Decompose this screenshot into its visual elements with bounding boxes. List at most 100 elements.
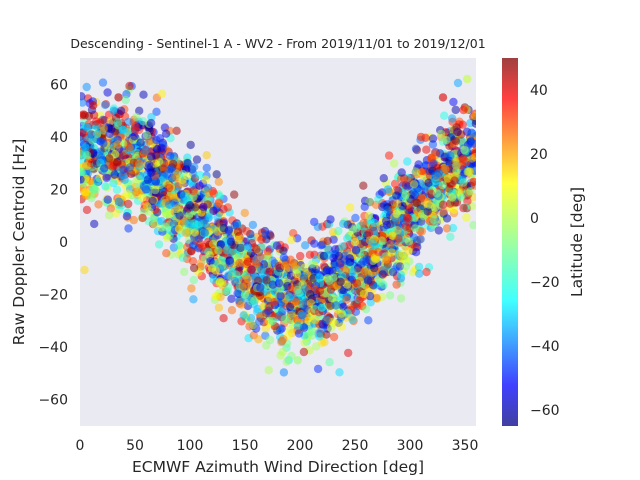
scatter-point	[268, 316, 277, 326]
scatter-point	[279, 253, 289, 262]
scatter-point	[360, 266, 369, 276]
scatter-point	[471, 111, 476, 121]
scatter-point	[255, 317, 264, 326]
scatter-point	[148, 196, 157, 206]
scatter-point	[223, 246, 232, 255]
scatter-point	[436, 129, 446, 139]
scatter-point	[287, 310, 296, 320]
scatter-point	[446, 232, 455, 241]
scatter-point	[274, 279, 284, 288]
scatter-point	[281, 261, 290, 270]
scatter-point	[422, 145, 431, 154]
x-tick-label: 350	[452, 438, 479, 454]
scatter-point	[125, 163, 135, 172]
scatter-point	[429, 215, 438, 225]
scatter-point	[202, 151, 211, 160]
scatter-point	[364, 316, 373, 325]
scatter-point	[432, 189, 442, 198]
scatter-point	[351, 245, 361, 255]
scatter-point	[374, 248, 383, 257]
scatter-point	[164, 200, 174, 209]
scatter-point	[297, 310, 307, 320]
scatter-point	[316, 241, 326, 250]
x-tick-label: 300	[397, 438, 424, 454]
scatter-point	[98, 78, 108, 87]
scatter-point	[240, 208, 249, 218]
scatter-point	[403, 213, 412, 222]
x-axis: 0 50 100 150 200 250 300 350	[76, 438, 479, 454]
scatter-point	[370, 218, 379, 228]
scatter-point	[389, 159, 399, 168]
scatter-point	[242, 227, 251, 236]
scatter-point	[285, 302, 295, 311]
scatter-point	[377, 236, 386, 245]
y-tick-label: −40	[38, 340, 68, 356]
scatter-point	[261, 230, 270, 239]
scatter-point	[334, 251, 344, 261]
scatter-point	[139, 90, 148, 99]
colorbar-tick-label: −60	[530, 403, 560, 419]
scatter-point	[80, 111, 89, 120]
scatter-point	[289, 229, 298, 238]
scatter-point	[152, 107, 161, 117]
scatter-point	[199, 202, 208, 212]
scatter-point	[223, 286, 232, 296]
scatter-point	[335, 368, 344, 377]
scatter-point	[206, 257, 215, 266]
colorbar-tick-label: 40	[530, 83, 548, 99]
scatter-point	[189, 295, 198, 304]
scatter-point	[442, 136, 451, 145]
scatter-point	[368, 238, 377, 247]
scatter-point	[187, 284, 196, 293]
scatter-point	[217, 278, 227, 287]
scatter-point	[409, 180, 419, 189]
scatter-point	[87, 193, 96, 203]
scatter-point	[185, 210, 194, 220]
scatter-point	[248, 220, 258, 230]
scatter-point	[201, 175, 210, 184]
scatter-point	[246, 313, 256, 323]
scatter-point	[132, 112, 141, 122]
scatter-point	[301, 241, 310, 250]
scatter-point	[224, 225, 234, 234]
scatter-point	[236, 243, 245, 253]
scatter-point	[243, 257, 252, 266]
scatter-point	[192, 155, 202, 164]
scatter-point	[124, 224, 133, 233]
scatter-point	[143, 175, 153, 184]
scatter-point	[334, 226, 343, 236]
scatter-point	[448, 114, 457, 123]
scatter-point	[172, 204, 181, 214]
scatter-point	[463, 167, 472, 176]
scatter-point	[364, 211, 374, 220]
scatter-point	[202, 163, 211, 173]
scatter-point	[449, 97, 458, 107]
scatter-point	[145, 207, 154, 216]
scatter-point	[378, 270, 387, 279]
scatter-point	[393, 199, 402, 208]
scatter-point	[278, 307, 287, 316]
scatter-point	[138, 213, 147, 223]
scatter-point	[404, 237, 414, 246]
scatter-point	[184, 219, 193, 228]
scatter-point	[219, 205, 228, 214]
scatter-point	[327, 294, 337, 303]
scatter-point	[130, 132, 139, 141]
scatter-point	[459, 154, 468, 164]
scatter-point	[136, 138, 145, 147]
scatter-point	[211, 292, 220, 301]
scatter-point	[448, 193, 457, 202]
scatter-point	[344, 348, 353, 358]
scatter-point	[256, 252, 265, 261]
scatter-point	[292, 269, 301, 279]
scatter-point	[336, 277, 345, 287]
scatter-point	[219, 314, 228, 323]
scatter-point	[85, 134, 94, 143]
scatter-point	[390, 179, 400, 188]
scatter-point	[331, 301, 341, 310]
scatter-point	[325, 358, 334, 367]
scatter-point	[150, 185, 160, 195]
scatter-point	[189, 275, 198, 285]
scatter-point	[441, 164, 450, 174]
scatter-point	[396, 294, 406, 303]
